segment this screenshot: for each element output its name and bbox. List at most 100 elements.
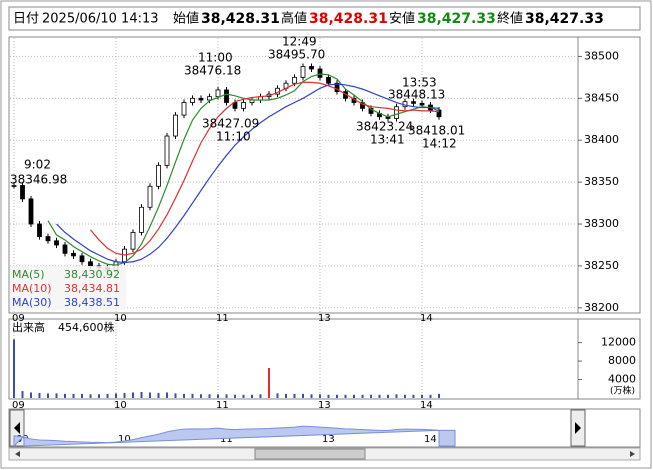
volume-bar [166,392,168,398]
candle [164,135,170,166]
candle [139,206,144,233]
volume-bar [183,393,185,398]
volume-bar [395,394,398,398]
candle [241,102,246,109]
legend-name: MA(10) [12,282,52,295]
annotation-time: 14:12 [422,137,457,151]
x-tick-label: 09 [12,313,25,324]
volume-tick-label: 4000 [608,373,636,386]
annotation-time: 13:53 [402,76,437,90]
volume-bar [217,394,219,398]
volume-bar [106,393,109,398]
candle [173,114,178,137]
candle [394,106,399,119]
volume-bar [268,368,270,398]
volume-bar [81,393,83,398]
volume-bar [89,394,92,398]
volume-bar [132,392,134,398]
volume-bar [13,339,15,398]
candle [215,89,221,98]
volume-bar [38,392,41,398]
candle [326,76,331,84]
volume-bar [140,392,143,398]
candle [11,185,17,187]
volume-bar [200,394,202,398]
annotation-time: 11:10 [216,130,251,144]
candle [309,66,314,70]
legend-name: MA(5) [12,268,45,281]
candle [181,102,187,116]
candle [28,198,34,225]
ma-line [47,73,440,266]
candle [79,255,85,263]
volume-bar [438,393,440,398]
volume-bar [30,392,32,398]
arrow-right [575,422,581,434]
legend-bg [10,266,126,310]
y-tick-label: 38450 [584,91,619,104]
annotation-price: 38346.98 [10,173,67,187]
arrow-left [14,422,20,434]
volume-bar [242,394,245,398]
volume-bar [310,394,313,398]
legend-name: MA(30) [12,296,52,309]
volume-bar [412,394,415,398]
candle [62,244,68,254]
y-tick-label: 38300 [584,217,619,230]
volume-tick-label: 12000 [601,336,636,349]
volume-x-tick-label: 11 [216,400,229,411]
y-tick-label: 38350 [584,175,619,188]
header-date: 2025/06/10 14:13 [42,12,159,27]
candle [71,252,76,257]
candle [147,185,153,208]
header-box [8,6,641,31]
candle [419,102,425,106]
volume-x-tick-label: 10 [114,400,127,411]
scroll-thumb[interactable] [254,448,366,460]
volume-bar [276,393,279,398]
volume-bar [55,393,58,398]
annotation-price: 38418.01 [408,124,465,138]
candle [224,89,229,103]
y-tick-label: 38250 [584,259,619,272]
y-tick-label: 38200 [584,301,619,314]
volume-bar [98,394,100,398]
volume-bar [370,394,372,398]
volume-bar [302,393,304,398]
volume-bar [157,392,160,398]
volume-bar [208,394,211,398]
volume-bar [327,394,330,398]
volume-bar [72,393,75,398]
header-close: 38,427.33 [525,11,604,27]
header-high-label: 高値 [281,11,307,27]
volume-x-tick-label: 14 [420,400,433,411]
volume-bar [123,392,126,398]
header-date-label: 日付 [13,12,39,27]
volume-bar [234,394,236,398]
candle [317,68,323,78]
volume-bar [225,394,228,398]
candle [156,164,161,187]
volume-panel [8,318,641,400]
nav-x-tick-label: 14 [424,434,437,445]
nav-area [13,425,456,448]
volume-bar [429,394,432,398]
candle [368,107,374,114]
volume-bar [361,394,364,398]
header-low-label: 安値 [389,11,415,27]
volume-bar [259,394,262,398]
candle [130,231,136,250]
candle [37,223,42,237]
volume-bar [344,394,347,398]
candle [300,66,306,78]
candle [190,97,195,103]
nav-x-tick-label: 13 [322,434,335,445]
legend-value: 38,430.92 [64,268,120,281]
nav-x-tick-label: 09 [16,434,29,445]
volume-x-tick-label: 13 [318,400,331,411]
annotation-price: 38495.70 [268,48,325,62]
volume-bar [149,392,151,398]
